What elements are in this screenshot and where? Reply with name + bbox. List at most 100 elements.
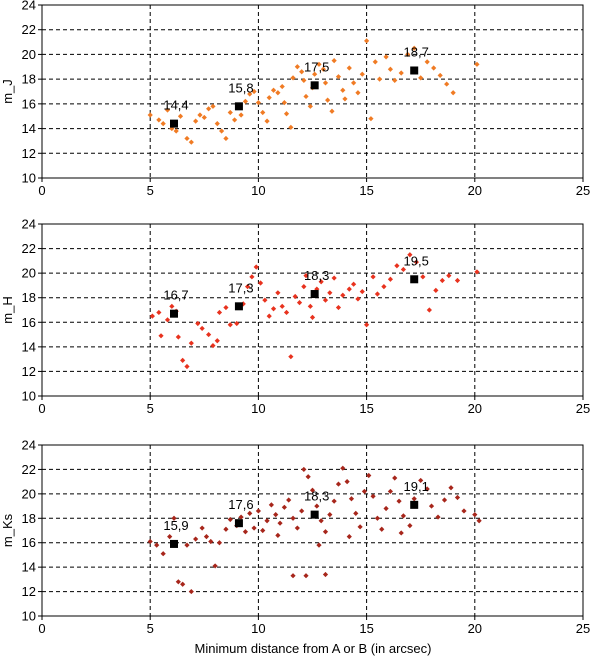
data-point — [446, 273, 452, 279]
data-point — [355, 90, 361, 96]
mean-value-label: 16,7 — [163, 288, 188, 303]
data-point — [435, 514, 441, 520]
data-point — [242, 529, 249, 535]
mean-value-label: 15,8 — [228, 80, 253, 95]
data-point — [387, 66, 394, 72]
data-point — [184, 542, 190, 548]
x-tick-label: 25 — [576, 401, 590, 416]
data-point — [351, 281, 357, 287]
data-point — [188, 139, 194, 145]
data-point — [396, 498, 402, 504]
mean-point — [170, 309, 179, 318]
x-tick-label: 5 — [147, 401, 154, 416]
data-point — [169, 303, 175, 309]
data-point — [188, 340, 194, 346]
data-point — [247, 510, 253, 516]
data-point — [255, 100, 261, 106]
data-point — [180, 357, 186, 363]
data-point — [303, 573, 309, 579]
mean-point — [310, 290, 319, 299]
data-point — [264, 118, 270, 124]
data-point — [400, 266, 406, 273]
data-point — [454, 277, 461, 284]
y-tick-label: 20 — [22, 47, 36, 62]
data-point — [344, 479, 350, 485]
chart-panel: 0 5 10 15 20 25 10 12 14 16 18 20 22 24 m_Ks 15,9 17,6 18… — [0, 438, 590, 637]
data-point — [450, 90, 456, 96]
data-point — [197, 112, 203, 118]
data-point — [418, 477, 424, 484]
y-tick-label: 22 — [22, 241, 36, 256]
mean-point — [310, 81, 319, 90]
data-point — [231, 117, 238, 123]
data-point — [268, 502, 274, 508]
data-point — [260, 109, 266, 116]
x-tick-label: 10 — [251, 621, 265, 636]
mean-value-label: 18,3 — [304, 268, 329, 283]
data-point — [320, 66, 326, 72]
x-tick-label: 25 — [576, 621, 590, 636]
data-point — [264, 518, 270, 524]
data-point — [431, 65, 437, 71]
data-point — [201, 114, 207, 121]
mean-value-label: 17,6 — [228, 497, 253, 512]
data-point — [426, 307, 432, 313]
data-point — [227, 322, 233, 328]
data-point — [257, 280, 264, 286]
mean-value-label: 15,9 — [163, 518, 188, 533]
y-tick-label: 22 — [22, 462, 36, 477]
data-point — [251, 88, 257, 95]
data-point — [335, 304, 342, 311]
data-point — [290, 573, 296, 579]
data-point — [359, 288, 365, 295]
data-point — [301, 466, 307, 473]
data-point — [474, 269, 480, 275]
data-point — [387, 488, 394, 495]
data-point — [244, 284, 251, 290]
data-point — [266, 95, 272, 101]
data-point — [355, 296, 361, 302]
y-tick-label: 14 — [22, 339, 36, 354]
chart-panel: 0 5 10 15 20 25 10 12 14 16 18 20 22 24 m_J 14,4 15,8 17,… — [0, 0, 590, 198]
data-point — [206, 106, 212, 112]
data-point — [290, 515, 296, 521]
data-point — [346, 534, 352, 540]
data-point — [461, 508, 467, 514]
data-point — [292, 293, 298, 300]
data-point — [193, 536, 199, 542]
mean-point — [410, 500, 419, 509]
data-point — [275, 532, 281, 538]
data-point — [283, 111, 290, 117]
data-point — [327, 290, 333, 296]
plot-frame — [41, 4, 584, 179]
data-point — [260, 527, 266, 534]
data-point — [448, 485, 454, 491]
mean-point — [170, 119, 179, 128]
data-point — [411, 45, 417, 51]
data-point — [411, 496, 417, 502]
data-point — [329, 108, 335, 114]
data-point — [348, 496, 355, 502]
data-point — [439, 277, 445, 284]
mean-value-label: 17,3 — [228, 280, 253, 295]
data-point — [242, 98, 249, 104]
data-point — [273, 512, 279, 518]
data-point — [286, 497, 292, 503]
mean-value-label: 19,5 — [404, 253, 429, 268]
data-point — [288, 124, 294, 130]
y-tick-label: 20 — [22, 486, 36, 501]
data-point — [214, 338, 220, 344]
x-tick-label: 0 — [38, 183, 45, 198]
y-tick-label: 24 — [22, 217, 36, 232]
data-point — [180, 581, 186, 587]
mean-point — [170, 539, 179, 548]
data-point — [227, 516, 233, 523]
data-point — [454, 494, 461, 501]
data-point — [177, 113, 184, 119]
mean-point — [410, 66, 419, 75]
mean-value-label: 19,1 — [404, 479, 429, 494]
y-tick-label: 16 — [22, 535, 36, 550]
data-point — [193, 118, 199, 124]
data-point — [154, 542, 160, 548]
